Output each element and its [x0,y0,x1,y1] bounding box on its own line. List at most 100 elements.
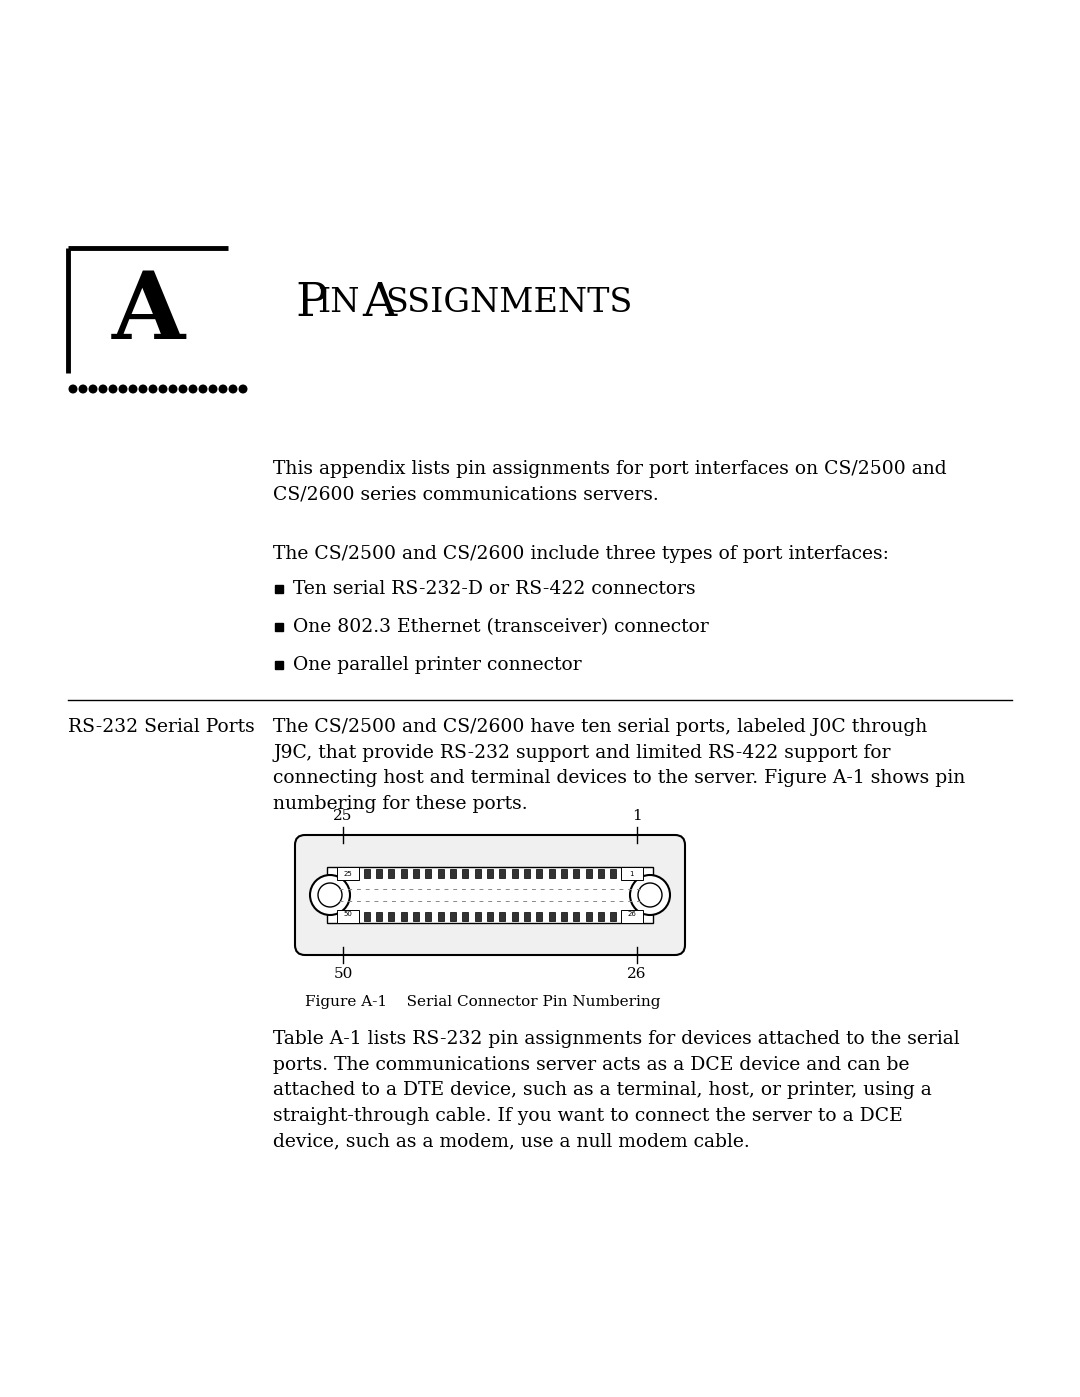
Text: Figure A-1    Serial Connector Pin Numbering: Figure A-1 Serial Connector Pin Numberin… [305,995,661,1009]
Text: P: P [295,281,327,326]
Text: Table A-1 lists RS-232 pin assignments for devices attached to the serial
ports.: Table A-1 lists RS-232 pin assignments f… [273,1030,960,1151]
Circle shape [159,386,166,393]
Text: A: A [362,281,396,326]
Circle shape [219,386,227,393]
Circle shape [229,386,237,393]
Bar [275,585,283,592]
Bar [585,869,592,877]
Bar [487,912,492,921]
Text: One parallel printer connector: One parallel printer connector [293,657,582,673]
Text: RS-232 Serial Ports: RS-232 Serial Ports [68,718,255,736]
Text: 1: 1 [632,809,642,823]
Bar [621,868,643,880]
Bar [462,869,469,877]
Bar [635,869,642,877]
Bar [623,869,629,877]
Bar [401,869,407,877]
Text: The CS/2500 and CS/2600 include three types of port interfaces:: The CS/2500 and CS/2600 include three ty… [273,545,889,563]
Bar [610,869,617,877]
Bar [512,912,517,921]
Text: Ten serial RS-232-D or RS-422 connectors: Ten serial RS-232-D or RS-422 connectors [293,580,696,598]
Text: 50: 50 [343,911,352,918]
Text: 1: 1 [630,870,634,876]
Bar [561,869,567,877]
Circle shape [139,386,147,393]
Bar [413,869,419,877]
Bar [561,912,567,921]
Bar [573,869,579,877]
Bar [364,912,369,921]
Bar [475,869,481,877]
Text: 25: 25 [343,870,352,876]
Bar [512,869,517,877]
Bar [413,912,419,921]
Bar [450,869,456,877]
Text: 26: 26 [627,911,636,918]
Text: 26: 26 [627,967,647,981]
Bar [437,869,444,877]
Circle shape [239,386,247,393]
Bar [337,868,360,880]
Bar [389,869,394,877]
Text: 50: 50 [334,967,353,981]
Bar [339,869,345,877]
Bar [549,912,555,921]
Bar [475,912,481,921]
Bar [426,912,431,921]
Bar [537,869,542,877]
FancyBboxPatch shape [295,835,685,956]
Circle shape [630,875,670,915]
Text: One 802.3 Ethernet (transceiver) connector: One 802.3 Ethernet (transceiver) connect… [293,617,708,636]
Circle shape [310,875,350,915]
Text: IN: IN [318,286,360,319]
Circle shape [149,386,157,393]
Bar [499,912,505,921]
Circle shape [90,386,97,393]
Circle shape [318,883,342,907]
Bar [376,869,382,877]
Text: 25: 25 [334,809,353,823]
Circle shape [109,386,117,393]
Bar [389,912,394,921]
Circle shape [638,883,662,907]
Bar [327,868,653,923]
Bar [351,912,357,921]
Bar [339,912,345,921]
Bar [275,661,283,669]
Text: A: A [111,268,185,358]
Bar [621,909,643,923]
Bar [426,869,431,877]
Text: The CS/2500 and CS/2600 have ten serial ports, labeled J0C through
J9C, that pro: The CS/2500 and CS/2600 have ten serial … [273,718,966,813]
Circle shape [199,386,206,393]
Bar [573,912,579,921]
Bar [337,909,360,923]
Bar [462,912,469,921]
Bar [487,869,492,877]
Bar [364,869,369,877]
Bar [610,912,617,921]
Circle shape [179,386,187,393]
Bar [623,912,629,921]
Bar [537,912,542,921]
Bar [598,912,604,921]
Bar [275,623,283,631]
Circle shape [189,386,197,393]
Bar [376,912,382,921]
Text: SSIGNMENTS: SSIGNMENTS [384,286,633,319]
Bar [598,869,604,877]
Bar [635,912,642,921]
Circle shape [79,386,86,393]
Circle shape [130,386,137,393]
Circle shape [119,386,126,393]
Circle shape [69,386,77,393]
Bar [549,869,555,877]
Bar [450,912,456,921]
Bar [585,912,592,921]
Bar [437,912,444,921]
Bar [524,869,530,877]
Circle shape [99,386,107,393]
Bar [499,869,505,877]
Bar [401,912,407,921]
Circle shape [210,386,217,393]
Circle shape [170,386,177,393]
